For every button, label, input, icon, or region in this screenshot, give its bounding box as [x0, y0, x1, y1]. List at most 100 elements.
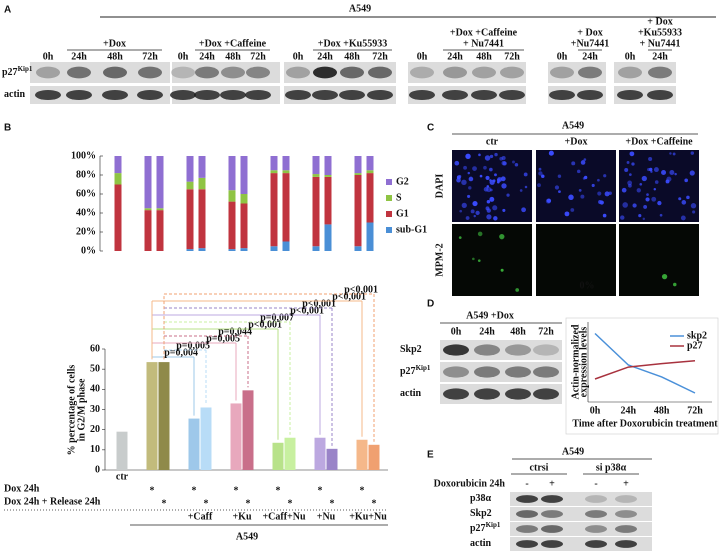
blot-band: [585, 525, 607, 533]
cell-stain: [548, 150, 554, 156]
time-label: 0h: [451, 326, 462, 337]
cell-stain: [486, 208, 491, 213]
cell-stain: [558, 190, 561, 194]
cell-stain: [484, 155, 491, 161]
blot-band: [516, 540, 538, 548]
panel-label: E: [427, 450, 434, 461]
blot-band: [615, 540, 637, 548]
time-label: 24h: [447, 51, 463, 62]
cell-stain: [467, 194, 471, 198]
panel-label: D: [427, 299, 434, 310]
blot-strip: [510, 537, 652, 551]
p-value: p=0,005: [176, 340, 210, 351]
blot-band: [541, 495, 563, 503]
cell-stain: [515, 288, 520, 292]
bar-segment: [114, 156, 122, 174]
cell-stain: [603, 174, 607, 178]
legend-label: p27: [687, 340, 703, 351]
treatment-mark: *: [330, 498, 335, 509]
sign: -: [594, 478, 597, 489]
blot-band: [103, 66, 127, 79]
cell-stain: [576, 169, 581, 174]
group-label: +Dox +Caffeine: [199, 38, 267, 49]
cell-stain: [580, 160, 586, 165]
bar-segment: [144, 210, 152, 251]
group-label: si p38α: [596, 462, 627, 473]
bar: [272, 442, 284, 470]
group-label: + Nu7441: [640, 38, 681, 49]
x-tick-label: 0h: [590, 405, 601, 416]
row-label-sup: Kip1: [416, 364, 431, 372]
cell-stain: [661, 170, 667, 175]
x-tick-label: 48h: [654, 405, 670, 416]
cell-stain: [653, 188, 657, 191]
y-axis-label: expression levels: [578, 327, 589, 398]
treatment-mark: *: [162, 498, 167, 509]
cell-stain: [604, 191, 610, 197]
row-label: Skp2: [400, 344, 422, 355]
blot-band: [471, 89, 497, 101]
blot-band: [617, 89, 643, 101]
blot-band: [171, 66, 195, 79]
bar-segment: [186, 189, 194, 250]
time-label: 72h: [142, 51, 158, 62]
micrograph: [536, 150, 616, 222]
bar: [188, 418, 200, 470]
y-tick-label: 100%: [71, 150, 96, 161]
cell-stain: [568, 194, 574, 200]
bar-segment: [312, 174, 320, 177]
bar-segment: [228, 156, 236, 191]
bar-segment: [240, 194, 248, 204]
blot-strip: [408, 62, 526, 83]
cell-stain: [651, 196, 657, 202]
cell-stain: [500, 268, 504, 272]
row-label-main: actin: [470, 538, 492, 549]
bar-segment: [312, 156, 320, 175]
cell-stain: [689, 170, 695, 176]
column-label: +Dox +Caffeine: [625, 136, 693, 147]
panel-label: A: [4, 5, 11, 16]
cell-stain: [483, 165, 487, 170]
bar-segment: [354, 173, 362, 175]
row-label-main: p27: [2, 67, 18, 78]
chart-frame: [565, 317, 719, 435]
cell-stain: [678, 197, 682, 201]
blot-band: [221, 66, 245, 79]
blot-band: [443, 344, 469, 356]
bar-segment: [270, 173, 278, 247]
blot-strip: [172, 62, 280, 83]
micrograph: [619, 224, 699, 296]
blot-band: [647, 89, 673, 101]
note: 0%: [580, 280, 595, 291]
sign: -: [525, 478, 528, 489]
treatment-mark: *: [372, 498, 377, 509]
time-label: 0h: [293, 51, 304, 62]
group-label: +Ku55933: [638, 27, 682, 38]
bar-segment: [324, 175, 332, 177]
y-tick-label: 0%: [81, 245, 96, 256]
sign: +: [549, 478, 555, 489]
bar-segment: [198, 248, 206, 251]
cell-stain: [497, 177, 503, 182]
y-axis-label: Actin-normalized: [570, 324, 581, 399]
blot-band: [245, 89, 271, 101]
blot-band: [648, 66, 672, 79]
blot-band: [585, 540, 607, 548]
blot-band: [285, 89, 311, 101]
cell-stain: [628, 173, 632, 177]
row-label: p27Kip1: [2, 65, 33, 79]
cell-stain: [554, 185, 560, 190]
time-label: 24h: [479, 326, 495, 337]
cell-stain: [486, 214, 492, 220]
cell-stain: [673, 282, 677, 287]
treatment-mark: *: [360, 485, 365, 496]
cell-stain: [557, 174, 562, 178]
cell-stain: [653, 167, 659, 173]
cell-stain: [502, 208, 506, 212]
bar-segment: [186, 156, 194, 182]
cell-stain: [468, 186, 472, 190]
treatment-mark: *: [276, 485, 281, 496]
group-label: +Nu7441: [571, 38, 609, 49]
legend-label: S: [396, 192, 402, 203]
sign: +: [623, 478, 629, 489]
